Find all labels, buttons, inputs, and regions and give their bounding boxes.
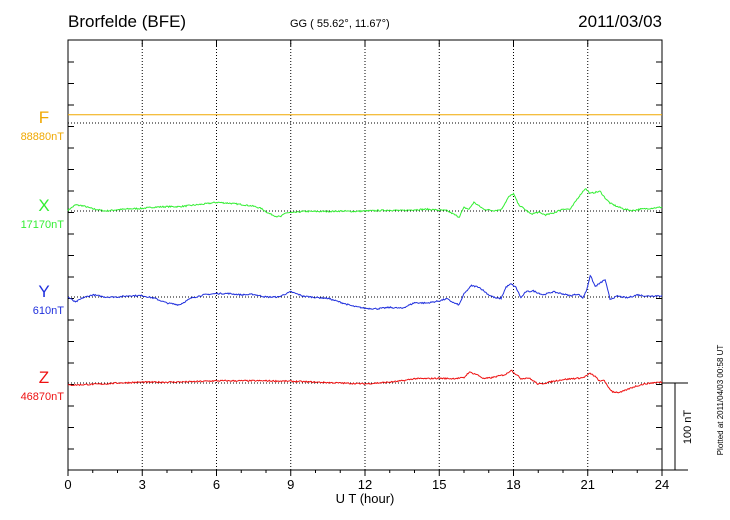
x-tick-label-21: 21 — [581, 477, 595, 492]
trace-y — [67, 274, 663, 310]
component-labels: F 88880nT X 17170nT Y 610nT Z 46870nT — [21, 108, 65, 403]
vertical-grid — [141, 40, 589, 470]
y-minor-ticks — [68, 61, 662, 450]
component-letter-y: Y — [38, 282, 49, 301]
observation-date: 2011/03/03 — [578, 12, 662, 31]
component-baseline-z: 46870nT — [21, 391, 65, 403]
trace-z — [67, 369, 663, 394]
x-tick-label-0: 0 — [64, 477, 71, 492]
geographic-coordinates: GG ( 55.62°, 11.67°) — [290, 18, 390, 30]
component-traces — [67, 114, 663, 394]
x-tick-label-18: 18 — [506, 477, 520, 492]
station-title: Brorfelde (BFE) — [68, 12, 186, 31]
scale-bar-label: 100 nT — [682, 410, 694, 445]
component-letter-x: X — [38, 196, 49, 215]
x-axis-ticks: 0 3 6 9 12 15 18 21 24 — [64, 40, 669, 492]
component-baseline-y: 610nT — [33, 305, 64, 317]
component-baselines — [68, 122, 662, 384]
x-tick-label-15: 15 — [432, 477, 446, 492]
plot-frame — [67, 39, 663, 471]
plotted-timestamp: Plotted at 2011/04/03 00:58 UT — [716, 345, 725, 456]
component-letter-f: F — [39, 108, 49, 127]
x-tick-label-12: 12 — [358, 477, 372, 492]
x-tick-label-6: 6 — [213, 477, 220, 492]
scale-bar: 100 nT — [662, 382, 694, 471]
x-tick-label-3: 3 — [139, 477, 146, 492]
component-baseline-x: 17170nT — [21, 219, 65, 231]
trace-x — [67, 188, 663, 219]
x-tick-label-24: 24 — [655, 477, 669, 492]
component-letter-z: Z — [39, 368, 49, 387]
component-baseline-f: 88880nT — [21, 131, 65, 143]
x-axis-title: U T (hour) — [336, 491, 395, 506]
x-tick-label-9: 9 — [287, 477, 294, 492]
